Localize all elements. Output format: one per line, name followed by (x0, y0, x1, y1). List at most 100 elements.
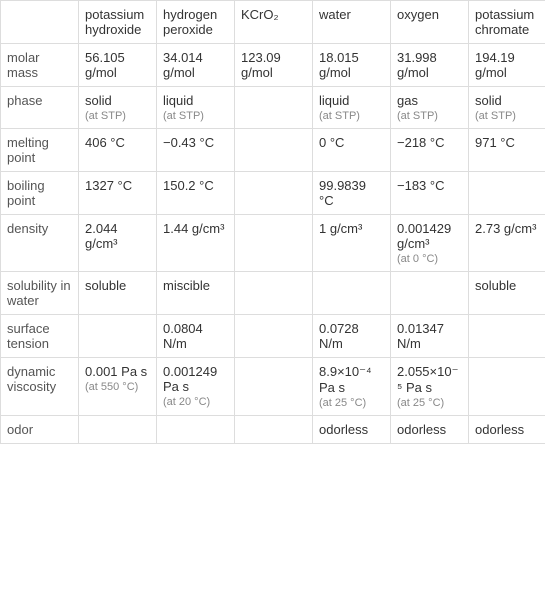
header-col-1: potassium hydroxide (79, 1, 157, 44)
cell-main-value: liquid (163, 93, 193, 108)
table-cell: 0.0728 N/m (313, 315, 391, 358)
cell-main-value: 123.09 g/mol (241, 50, 281, 80)
table-cell (79, 416, 157, 444)
row-label: boiling point (1, 172, 79, 215)
row-label: solubility in water (1, 272, 79, 315)
cell-main-value: 31.998 g/mol (397, 50, 437, 80)
header-col-6: potassium chromate (469, 1, 545, 44)
row-label: molar mass (1, 44, 79, 87)
cell-main-value: odorless (475, 422, 524, 437)
row-label: odor (1, 416, 79, 444)
table-cell (469, 358, 545, 416)
table-row: odor odorless odorless odorless (1, 416, 545, 444)
cell-note: (at STP) (397, 110, 462, 122)
table-cell: −218 °C (391, 129, 469, 172)
table-cell: gas(at STP) (391, 87, 469, 129)
table-cell: odorless (469, 416, 545, 444)
cell-main-value: odorless (397, 422, 446, 437)
cell-main-value: 56.105 g/mol (85, 50, 125, 80)
table-cell: 34.014 g/mol (157, 44, 235, 87)
cell-main-value: soluble (85, 278, 126, 293)
cell-main-value: liquid (319, 93, 349, 108)
header-col-3: KCrO₂ (235, 1, 313, 44)
header-row: potassium hydroxide hydrogen peroxide KC… (1, 1, 545, 44)
table-cell: odorless (391, 416, 469, 444)
table-cell (235, 87, 313, 129)
table-cell (235, 172, 313, 215)
table-cell (157, 416, 235, 444)
table-cell: 0.001249 Pa s(at 20 °C) (157, 358, 235, 416)
cell-main-value: 0.001429 g/cm³ (397, 221, 451, 251)
table-cell (235, 215, 313, 272)
table-row: boiling point 1327 °C 150.2 °C 99.9839 °C −1… (1, 172, 545, 215)
cell-note: (at 25 °C) (319, 397, 384, 409)
cell-main-value: 34.014 g/mol (163, 50, 203, 80)
table-cell: 0 °C (313, 129, 391, 172)
table-cell: 2.055×10⁻⁵ Pa s (at 25 °C) (391, 358, 469, 416)
table-cell (235, 416, 313, 444)
header-col-2: hydrogen peroxide (157, 1, 235, 44)
cell-note: (at STP) (85, 110, 150, 122)
cell-main-value: 2.044 g/cm³ (85, 221, 118, 251)
cell-main-value: 1 g/cm³ (319, 221, 362, 236)
table-cell (235, 129, 313, 172)
table-row: phase solid (at STP) liquid (at STP) liquid (a… (1, 87, 545, 129)
cell-main-value: 406 °C (85, 135, 125, 150)
cell-note: (at STP) (163, 110, 228, 122)
table-cell: 2.73 g/cm³ (469, 215, 545, 272)
table-cell (313, 272, 391, 315)
row-label: phase (1, 87, 79, 129)
row-label: surface tension (1, 315, 79, 358)
cell-main-value: 0.0728 N/m (319, 321, 359, 351)
cell-main-value: 8.9×10⁻⁴ Pa s (319, 364, 372, 395)
table-cell: liquid(at STP) (313, 87, 391, 129)
header-col-5: oxygen (391, 1, 469, 44)
table-cell: solid (at STP) (79, 87, 157, 129)
table-cell: 56.105 g/mol (79, 44, 157, 87)
cell-main-value: 99.9839 °C (319, 178, 366, 208)
table-cell: 18.015 g/mol (313, 44, 391, 87)
table-cell: 8.9×10⁻⁴ Pa s (at 25 °C) (313, 358, 391, 416)
row-label: density (1, 215, 79, 272)
table-row: dynamic viscosity0.001 Pa s(at 550 °C)0.… (1, 358, 545, 416)
cell-main-value: −183 °C (397, 178, 444, 193)
cell-note: (at 0 °C) (397, 253, 462, 265)
table-cell: 194.19 g/mol (469, 44, 545, 87)
table-cell: 1 g/cm³ (313, 215, 391, 272)
table-cell (235, 315, 313, 358)
table-cell (235, 272, 313, 315)
row-label: melting point (1, 129, 79, 172)
cell-note: (at 25 °C) (397, 397, 462, 409)
table-cell: solid(at STP) (469, 87, 545, 129)
table-row: solubility in water soluble miscible solubl… (1, 272, 545, 315)
cell-main-value: solid (475, 93, 502, 108)
table-cell: odorless (313, 416, 391, 444)
cell-main-value: soluble (475, 278, 516, 293)
cell-main-value: 150.2 °C (163, 178, 214, 193)
cell-main-value: 971 °C (475, 135, 515, 150)
table-row: melting point 406 °C −0.43 °C 0 °C −218 °C 97… (1, 129, 545, 172)
table-cell (469, 172, 545, 215)
table-cell (391, 272, 469, 315)
cell-main-value: −218 °C (397, 135, 444, 150)
cell-note: (at 550 °C) (85, 381, 150, 393)
table-cell: liquid (at STP) (157, 87, 235, 129)
table-cell: 0.0804 N/m (157, 315, 235, 358)
table-cell: 406 °C (79, 129, 157, 172)
table-cell: 1327 °C (79, 172, 157, 215)
cell-main-value: −0.43 °C (163, 135, 214, 150)
cell-main-value: 0.0804 N/m (163, 321, 203, 351)
table-cell: 99.9839 °C (313, 172, 391, 215)
cell-main-value: 1.44 g/cm³ (163, 221, 224, 236)
table-cell (235, 358, 313, 416)
table-cell: 123.09 g/mol (235, 44, 313, 87)
table-cell: 971 °C (469, 129, 545, 172)
table-cell: −183 °C (391, 172, 469, 215)
cell-main-value: 1327 °C (85, 178, 132, 193)
table-cell: 1.44 g/cm³ (157, 215, 235, 272)
table-cell: miscible (157, 272, 235, 315)
table-cell (79, 315, 157, 358)
cell-main-value: 2.055×10⁻⁵ Pa s (397, 364, 458, 395)
cell-main-value: solid (85, 93, 112, 108)
table-body: molar mass56.105 g/mol 34.014 g/mol 123.09… (1, 44, 545, 444)
